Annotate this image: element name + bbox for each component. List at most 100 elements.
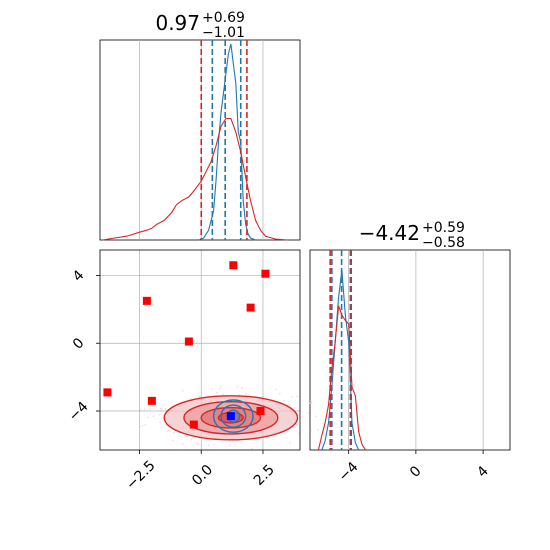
- sample-dot-37: [288, 441, 291, 444]
- sample-dot-70: [149, 408, 152, 410]
- xtick-label-2: 4: [474, 463, 492, 481]
- point-red-7: [261, 269, 270, 278]
- sample-dot-9: [160, 426, 163, 429]
- xtick-label-1: 0.0: [189, 462, 216, 489]
- sample-dot-18: [164, 423, 167, 426]
- sample-dot-0: [152, 415, 155, 417]
- sample-dot-69: [315, 415, 317, 418]
- point-red-2: [147, 396, 156, 405]
- sample-dot-25: [234, 444, 237, 447]
- sample-dot-88: [139, 426, 142, 428]
- panel-top-left-title-value: 0.97: [155, 11, 200, 35]
- panel-top-left-frame: [99, 39, 301, 241]
- panel-bottom-right-frame: [309, 249, 511, 451]
- point-red-6: [246, 303, 255, 312]
- histogram-line-1: [317, 305, 366, 451]
- sample-dot-61: [216, 391, 218, 394]
- panel-top-left-series: [102, 40, 288, 241]
- panel-bottom-right-title-plus: +0.59: [422, 220, 465, 236]
- sample-dot-68: [159, 413, 161, 416]
- sample-dot-29: [196, 442, 198, 444]
- sample-dot-14: [162, 404, 165, 406]
- sample-dot-85: [284, 433, 286, 435]
- sample-dot-78: [164, 408, 167, 410]
- sample-dot-24: [173, 431, 175, 434]
- sample-dot-54: [182, 443, 184, 445]
- sample-dot-4: [169, 430, 172, 432]
- sample-dot-89: [171, 439, 174, 442]
- contour-blue-0: [212, 399, 254, 433]
- panel-bottom-right-xticks: −4 0 4: [336, 450, 492, 485]
- panel-top-left-title: 0.97 +0.69 −1.01: [155, 10, 244, 41]
- panel-bottom-right-grid: [348, 250, 484, 450]
- sample-dot-84: [139, 408, 142, 411]
- sample-dot-58: [144, 423, 146, 426]
- ytick-label-2: 4: [70, 267, 88, 285]
- sample-dot-86: [147, 416, 149, 419]
- panel-top-left: 0.97 +0.69 −1.01: [99, 10, 301, 241]
- sample-dot-33: [160, 409, 163, 411]
- sample-dot-42: [245, 393, 248, 395]
- sample-dot-41: [199, 395, 201, 398]
- panel-top-left-title-plus: +0.69: [202, 10, 245, 26]
- panel-bottom-left: −2.5 0.0 2.5 −4 0 4: [66, 249, 319, 493]
- panel-bottom-right-title: −4.42 +0.59 −0.58: [359, 220, 465, 251]
- point-red-4: [189, 420, 198, 429]
- point-red-8: [256, 407, 265, 416]
- sample-dot-73: [222, 393, 224, 395]
- sample-dot-44: [220, 385, 222, 387]
- sample-dot-81: [296, 395, 298, 398]
- panel-bottom-left-frame: [99, 249, 301, 451]
- sample-dot-19: [278, 392, 281, 395]
- sample-dot-71: [181, 390, 184, 392]
- sample-dot-32: [148, 405, 150, 408]
- panel-top-left-title-minus: −1.01: [202, 25, 245, 41]
- histogram-line-0: [198, 43, 256, 241]
- sample-dot-83: [298, 432, 300, 435]
- sample-dot-50: [291, 395, 293, 398]
- sample-dot-22: [236, 386, 239, 388]
- xtick-label-2: 2.5: [251, 462, 278, 489]
- sample-dot-5: [211, 388, 214, 390]
- sample-dot-74: [309, 402, 312, 405]
- point-blue: [226, 412, 235, 421]
- xtick-label-1: 0: [407, 463, 425, 481]
- sample-dot-20: [188, 397, 191, 400]
- sample-dot-48: [143, 408, 146, 411]
- sample-dot-72: [213, 444, 216, 446]
- sample-dot-39: [228, 444, 231, 447]
- point-red-1: [142, 296, 151, 305]
- sample-dot-2: [159, 407, 162, 410]
- sample-dot-47: [309, 399, 312, 402]
- sample-dot-77: [307, 411, 310, 414]
- point-red-5: [229, 261, 238, 270]
- sample-dot-43: [196, 443, 199, 446]
- sample-dot-16: [275, 388, 277, 391]
- sample-dot-82: [190, 438, 193, 441]
- panel-bottom-right-title-value: −4.42: [359, 221, 420, 245]
- histogram-line-0: [321, 269, 360, 451]
- sample-dot-36: [219, 387, 221, 390]
- sample-dot-31: [160, 407, 163, 409]
- panel-bottom-right: −4 0 4 −4.42 +0.59 −0.58: [309, 220, 511, 485]
- panel-bottom-right-title-minus: −0.58: [422, 235, 465, 251]
- sample-dot-79: [141, 424, 144, 427]
- panel-bottom-left-points: [103, 261, 270, 429]
- xtick-label-0: −2.5: [123, 458, 158, 493]
- ytick-label-0: −4: [66, 399, 92, 425]
- ytick-label-1: 0: [70, 335, 88, 353]
- histogram-line-1: [102, 117, 288, 241]
- sample-dot-38: [310, 430, 312, 433]
- sample-dot-49: [167, 430, 169, 432]
- sample-dot-53: [207, 444, 210, 447]
- panel-bottom-left-yticks: −4 0 4: [66, 267, 100, 425]
- xtick-label-0: −4: [336, 459, 362, 485]
- sample-dot-62: [293, 407, 296, 410]
- sample-dot-55: [241, 386, 243, 389]
- contour-blue-1: [220, 404, 247, 428]
- point-red-3: [184, 337, 193, 346]
- panel-bottom-right-series: [317, 250, 366, 451]
- sample-dot-12: [282, 399, 285, 402]
- panel-bottom-left-xticks: −2.5 0.0 2.5: [123, 450, 278, 493]
